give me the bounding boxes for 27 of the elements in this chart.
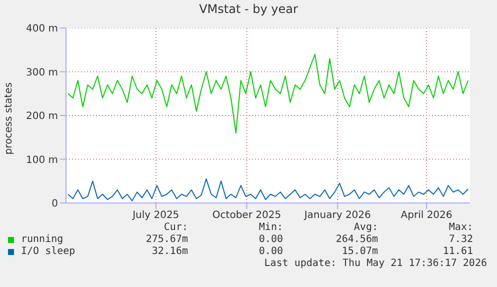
y-axis-title: process states	[4, 82, 14, 154]
text: 264.56m	[334, 234, 378, 245]
text: Last update: Thu May 21 17:36:17 2026	[263, 258, 487, 269]
legend-label: running	[20, 234, 64, 245]
text: 15.07m	[340, 246, 378, 257]
text: 7.32	[448, 234, 473, 245]
x-tick-label: October 2025	[212, 210, 282, 222]
text: Max:	[448, 222, 473, 233]
text: 0.00	[258, 246, 283, 257]
y-tick-label: 400 m	[26, 24, 58, 35]
chart-title: VMstat - by year	[198, 2, 299, 16]
y-tick-label: 200 m	[26, 111, 58, 122]
text: Cur:	[162, 222, 188, 233]
x-tick-label: January 2026	[303, 210, 371, 222]
text: 11.61	[442, 246, 473, 257]
x-tick-label: July 2025	[132, 210, 180, 222]
y-tick-label: 100 m	[26, 154, 58, 166]
text: 0.00	[258, 234, 283, 245]
text: Avg:	[352, 222, 378, 233]
legend-label: I/O sleep	[20, 246, 76, 257]
text: 275.67m	[144, 234, 188, 245]
line-series	[67, 54, 469, 134]
text: 32.16m	[150, 246, 188, 257]
text: Min:	[258, 222, 283, 233]
y-tick-label: 300 m	[26, 67, 58, 78]
x-tick-label: April 2026	[400, 210, 452, 222]
y-tick-label: 0	[52, 198, 58, 210]
